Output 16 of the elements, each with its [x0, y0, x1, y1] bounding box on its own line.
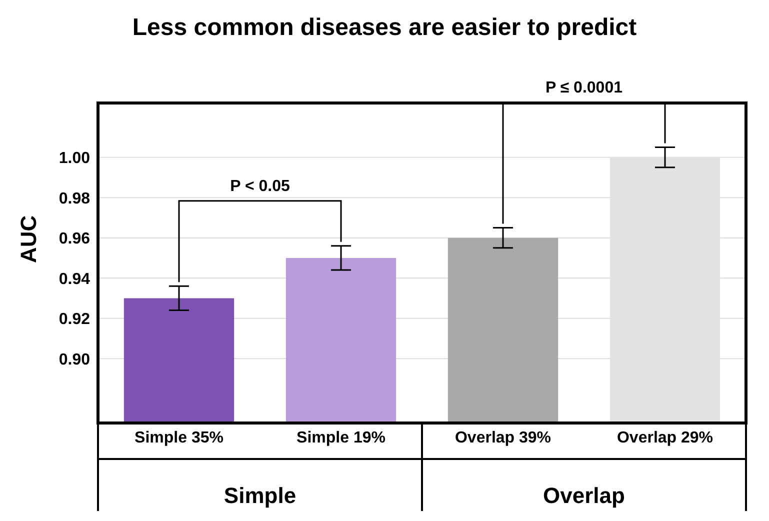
- x-tick-label: Simple 35%: [134, 429, 224, 446]
- text: P ≤ 0.0001: [546, 79, 623, 96]
- x-tick-label: Overlap 29%: [616, 429, 714, 446]
- y-tick-label: 0.98: [58, 190, 90, 208]
- x-tick-label: Overlap 39%: [454, 429, 552, 446]
- y-tick-label: 0.96: [58, 230, 90, 248]
- y-tick-label: 1.00: [58, 150, 90, 168]
- y-tick-label: 0.94: [58, 270, 90, 288]
- chart-title: Less common diseases are easier to predict: [131, 14, 638, 42]
- y-tick-label: 0.90: [58, 351, 90, 368]
- text: Simple: [224, 483, 296, 508]
- x-tick-label: Simple 19%: [296, 429, 386, 446]
- text: Overlap: [543, 483, 625, 508]
- annotation: P < 0.05: [230, 178, 290, 195]
- y-axis-title: AUC: [16, 215, 41, 263]
- y-tick-label: 0.92: [58, 311, 90, 328]
